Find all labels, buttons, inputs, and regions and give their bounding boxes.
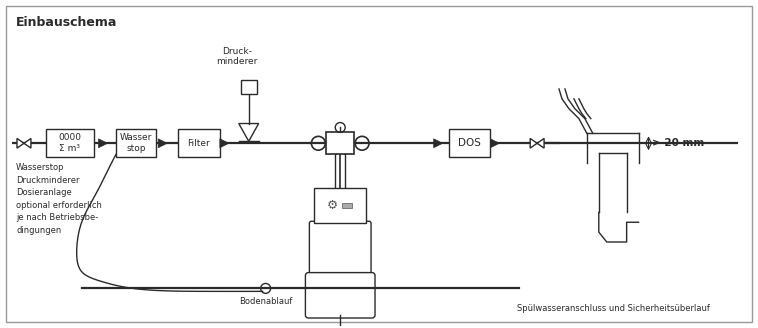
Text: Einbauschema: Einbauschema	[16, 16, 117, 29]
Polygon shape	[537, 138, 544, 148]
Text: Druck-
minderer: Druck- minderer	[216, 47, 258, 66]
Text: 0000
Σ m³: 0000 Σ m³	[58, 133, 81, 153]
Polygon shape	[530, 138, 537, 148]
FancyBboxPatch shape	[309, 221, 371, 279]
Text: Wasserstop
Druckminderer
Dosieranlage
optional erforderlich
je nach Betriebsbe-
: Wasserstop Druckminderer Dosieranlage op…	[16, 163, 102, 235]
Polygon shape	[434, 139, 443, 148]
Text: Wasser
stop: Wasser stop	[121, 133, 152, 153]
FancyBboxPatch shape	[6, 6, 752, 322]
FancyBboxPatch shape	[449, 130, 490, 157]
Polygon shape	[490, 139, 500, 148]
Text: ⚙: ⚙	[327, 199, 338, 212]
FancyBboxPatch shape	[305, 273, 375, 318]
Text: Spülwasseranschluss und Sicherheitsüberlauf: Spülwasseranschluss und Sicherheitsüberl…	[517, 304, 710, 313]
Text: Bodenablauf: Bodenablauf	[239, 297, 293, 306]
FancyBboxPatch shape	[117, 130, 156, 157]
Polygon shape	[24, 138, 31, 148]
Polygon shape	[220, 139, 229, 148]
Polygon shape	[99, 139, 108, 148]
FancyBboxPatch shape	[178, 130, 220, 157]
Text: Filter: Filter	[188, 139, 211, 148]
Text: > 20 mm: > 20 mm	[653, 138, 705, 148]
Polygon shape	[158, 139, 168, 148]
Polygon shape	[17, 138, 24, 148]
FancyBboxPatch shape	[342, 202, 352, 208]
FancyBboxPatch shape	[241, 80, 257, 94]
FancyBboxPatch shape	[45, 130, 93, 157]
FancyBboxPatch shape	[315, 188, 366, 223]
FancyBboxPatch shape	[326, 133, 354, 154]
Text: DOS: DOS	[458, 138, 481, 148]
